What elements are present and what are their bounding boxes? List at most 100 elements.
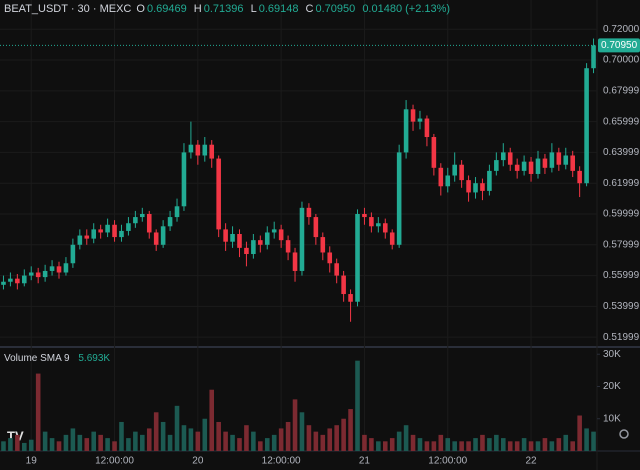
candles bbox=[1, 38, 596, 322]
candle-body bbox=[410, 109, 416, 122]
y-tick-label: 0.59999 bbox=[603, 209, 640, 220]
volume-bar bbox=[285, 421, 291, 451]
settings-icon[interactable] bbox=[619, 429, 629, 439]
y-tick-label: 0.70000 bbox=[603, 55, 640, 66]
change: 0.01480 (+2.13%) bbox=[362, 3, 451, 15]
volume-bar bbox=[35, 373, 41, 451]
candle-body bbox=[473, 183, 478, 193]
open-value: 0.69469 bbox=[146, 3, 187, 15]
volume-bar bbox=[570, 441, 575, 451]
volume-bar bbox=[299, 412, 305, 451]
volume-bar bbox=[181, 425, 187, 451]
candle-body bbox=[417, 118, 423, 122]
candle-body bbox=[105, 224, 110, 233]
volume-bar bbox=[424, 441, 430, 451]
candle-body bbox=[8, 278, 13, 282]
candle-body bbox=[466, 180, 471, 193]
candle-body bbox=[577, 170, 582, 184]
volume-bar bbox=[91, 431, 97, 451]
volume-bar bbox=[28, 439, 34, 451]
x-tick-label: 19 bbox=[26, 456, 38, 467]
candle-body bbox=[459, 164, 464, 181]
legend-header: BEAT_USDT · 30 · MEXC O 0.69469 H 0.71396 … bbox=[4, 3, 454, 15]
y-tick-label: 0.72000 bbox=[603, 24, 640, 35]
volume-bar bbox=[528, 441, 534, 451]
close-label: C bbox=[305, 3, 314, 15]
candle-body bbox=[535, 158, 541, 174]
volume-legend-title: Volume SMA 9 bbox=[4, 353, 70, 364]
y-tick-label: 0.61999 bbox=[603, 178, 640, 189]
candle-body bbox=[1, 281, 6, 285]
candle-body bbox=[584, 68, 589, 184]
volume-bar bbox=[188, 428, 194, 451]
y-tick-label: 0.57999 bbox=[603, 239, 640, 250]
candle-body bbox=[167, 217, 173, 227]
candle-body bbox=[376, 223, 381, 227]
candle-body bbox=[320, 237, 326, 253]
volume-bar bbox=[153, 412, 159, 451]
volume-bar bbox=[133, 431, 138, 451]
candle-body bbox=[507, 152, 513, 165]
volume-bar bbox=[591, 431, 596, 451]
candle-body bbox=[251, 240, 256, 255]
volume-bar bbox=[63, 434, 69, 451]
candle-body bbox=[209, 144, 215, 159]
volume-bar bbox=[487, 438, 492, 451]
volume-bar bbox=[500, 438, 506, 451]
volume-bar bbox=[549, 441, 555, 451]
volume-bar bbox=[417, 438, 423, 451]
x-tick-label: 22 bbox=[525, 456, 537, 467]
candle-body bbox=[445, 175, 451, 187]
volume-bar bbox=[348, 409, 353, 451]
candle-body bbox=[396, 152, 402, 245]
candle-body bbox=[230, 234, 235, 242]
volume-bar bbox=[403, 425, 409, 451]
candle-body bbox=[362, 213, 367, 218]
candle-body bbox=[77, 235, 83, 245]
volume-bar bbox=[459, 441, 464, 451]
volume-bar bbox=[237, 438, 242, 451]
candle-body bbox=[140, 213, 145, 218]
candle-body bbox=[591, 45, 596, 69]
candle-body bbox=[244, 247, 249, 255]
candle-body bbox=[348, 294, 353, 302]
candle-body bbox=[15, 278, 20, 284]
x-tick-label: 12:00:00 bbox=[262, 456, 301, 467]
candle-body bbox=[202, 144, 208, 156]
volume-bar bbox=[494, 434, 499, 451]
candle-body bbox=[334, 263, 339, 276]
candle-body bbox=[494, 160, 499, 171]
y-tick-label: 0.63999 bbox=[603, 147, 640, 158]
volume-bar bbox=[507, 441, 513, 451]
volume-bar bbox=[84, 438, 90, 451]
candle-body bbox=[438, 167, 444, 187]
candle-body bbox=[313, 217, 319, 238]
candle-body bbox=[35, 272, 41, 278]
low-value: 0.69148 bbox=[258, 3, 299, 15]
volume-bar bbox=[320, 434, 326, 451]
volume-bar bbox=[514, 441, 520, 451]
volume-bar bbox=[258, 441, 263, 451]
candle-body bbox=[153, 232, 159, 245]
candle-body bbox=[188, 144, 194, 153]
volume-bar bbox=[556, 438, 562, 451]
close-value: 0.70950 bbox=[315, 3, 356, 15]
volume-bar bbox=[438, 434, 444, 451]
x-tick-label: 20 bbox=[192, 456, 204, 467]
candle-body bbox=[146, 213, 152, 233]
volume-bar bbox=[22, 442, 27, 451]
candle-body bbox=[258, 240, 263, 245]
volume-sma: 5.693K bbox=[78, 353, 111, 364]
candle-body bbox=[487, 170, 492, 191]
high-value: 0.71396 bbox=[203, 3, 244, 15]
candle-body bbox=[119, 230, 124, 238]
volume-bar bbox=[355, 360, 360, 451]
candle-body bbox=[126, 223, 131, 231]
volume-bar bbox=[563, 434, 569, 451]
candle-body bbox=[271, 229, 277, 233]
volume-bar bbox=[56, 441, 62, 451]
volume-bar bbox=[42, 431, 48, 451]
volume-bar bbox=[49, 438, 55, 451]
candle-body bbox=[306, 207, 312, 218]
candle-body bbox=[514, 164, 520, 171]
